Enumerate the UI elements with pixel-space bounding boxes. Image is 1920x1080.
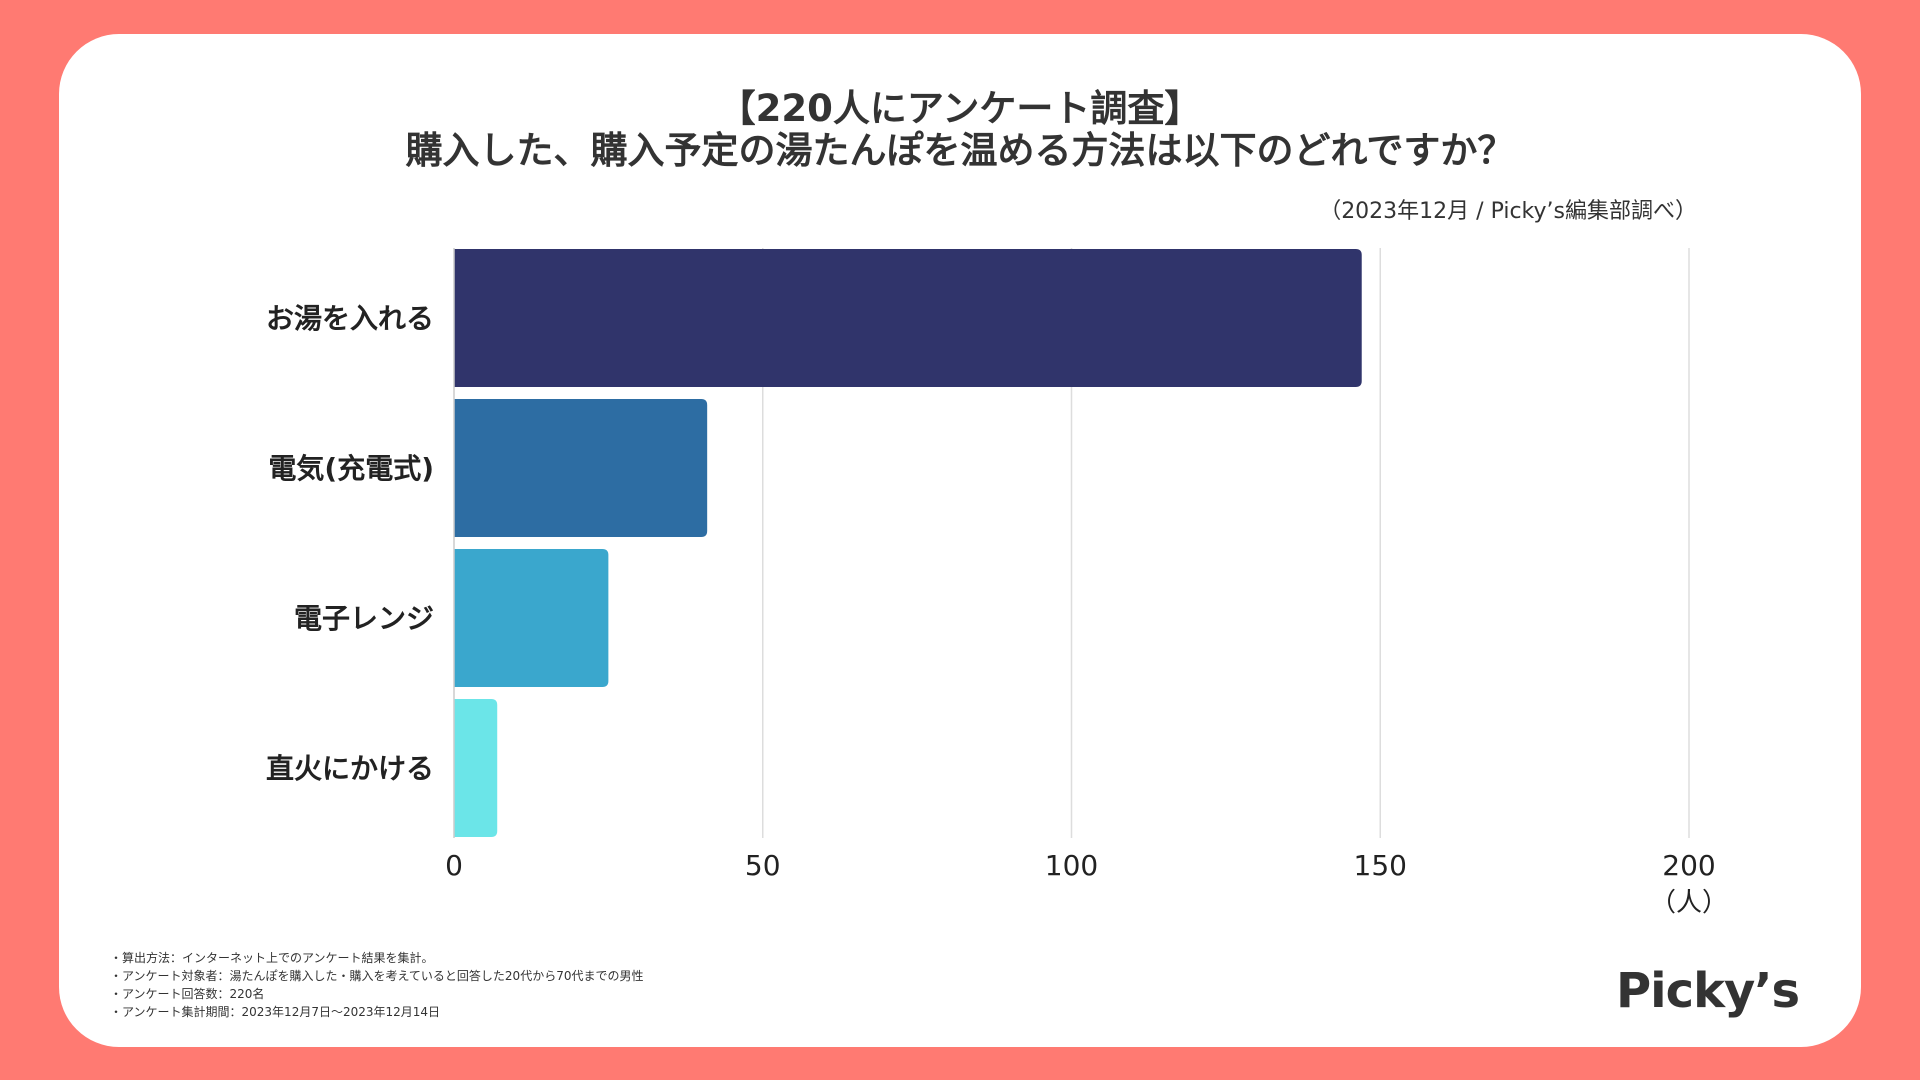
bar-2 bbox=[454, 399, 708, 537]
footnote-period: ・アンケート集計期間：2023年12月7日〜2023年12月14日 bbox=[110, 1005, 441, 1019]
pickys-logo: Picky’s bbox=[1616, 963, 1800, 1019]
chart-title-line2: 購入した、購入予定の湯たんぽを温める方法は以下のどれですか？ bbox=[405, 129, 1515, 172]
footnote-target: ・アンケート対象者：湯たんぽを購入した・購入を考えていると回答した20代から70… bbox=[110, 969, 644, 983]
bar-1 bbox=[454, 249, 1362, 387]
source-note: （2023年12月 / Picky’s編集部調べ） bbox=[1319, 199, 1697, 224]
x-tick-label-0: 0 bbox=[445, 849, 463, 882]
footnote-method: ・算出方法：インターネット上でのアンケート結果を集計。 bbox=[110, 951, 434, 965]
x-tick-label-150: 150 bbox=[1354, 849, 1407, 882]
bar-3 bbox=[454, 549, 609, 687]
category-label-4: 直火にかける bbox=[266, 752, 434, 785]
x-tick-label-50: 50 bbox=[745, 849, 781, 882]
category-label-1: お湯を入れる bbox=[266, 302, 434, 335]
category-label-3: 電子レンジ bbox=[294, 602, 434, 635]
bar-4 bbox=[454, 699, 498, 837]
footnotes: ・算出方法：インターネット上でのアンケート結果を集計。 ・アンケート対象者：湯た… bbox=[110, 949, 643, 1021]
chart-card bbox=[59, 34, 1861, 1047]
chart-title-line1: 【220人にアンケート調査】 bbox=[718, 87, 1202, 130]
x-axis-unit-label: （人） bbox=[1650, 888, 1728, 918]
x-tick-label-200: 200 bbox=[1662, 849, 1715, 882]
footnote-count: ・アンケート回答数：220名 bbox=[110, 987, 265, 1001]
category-label-2: 電気(充電式) bbox=[268, 452, 434, 485]
x-tick-label-100: 100 bbox=[1045, 849, 1098, 882]
